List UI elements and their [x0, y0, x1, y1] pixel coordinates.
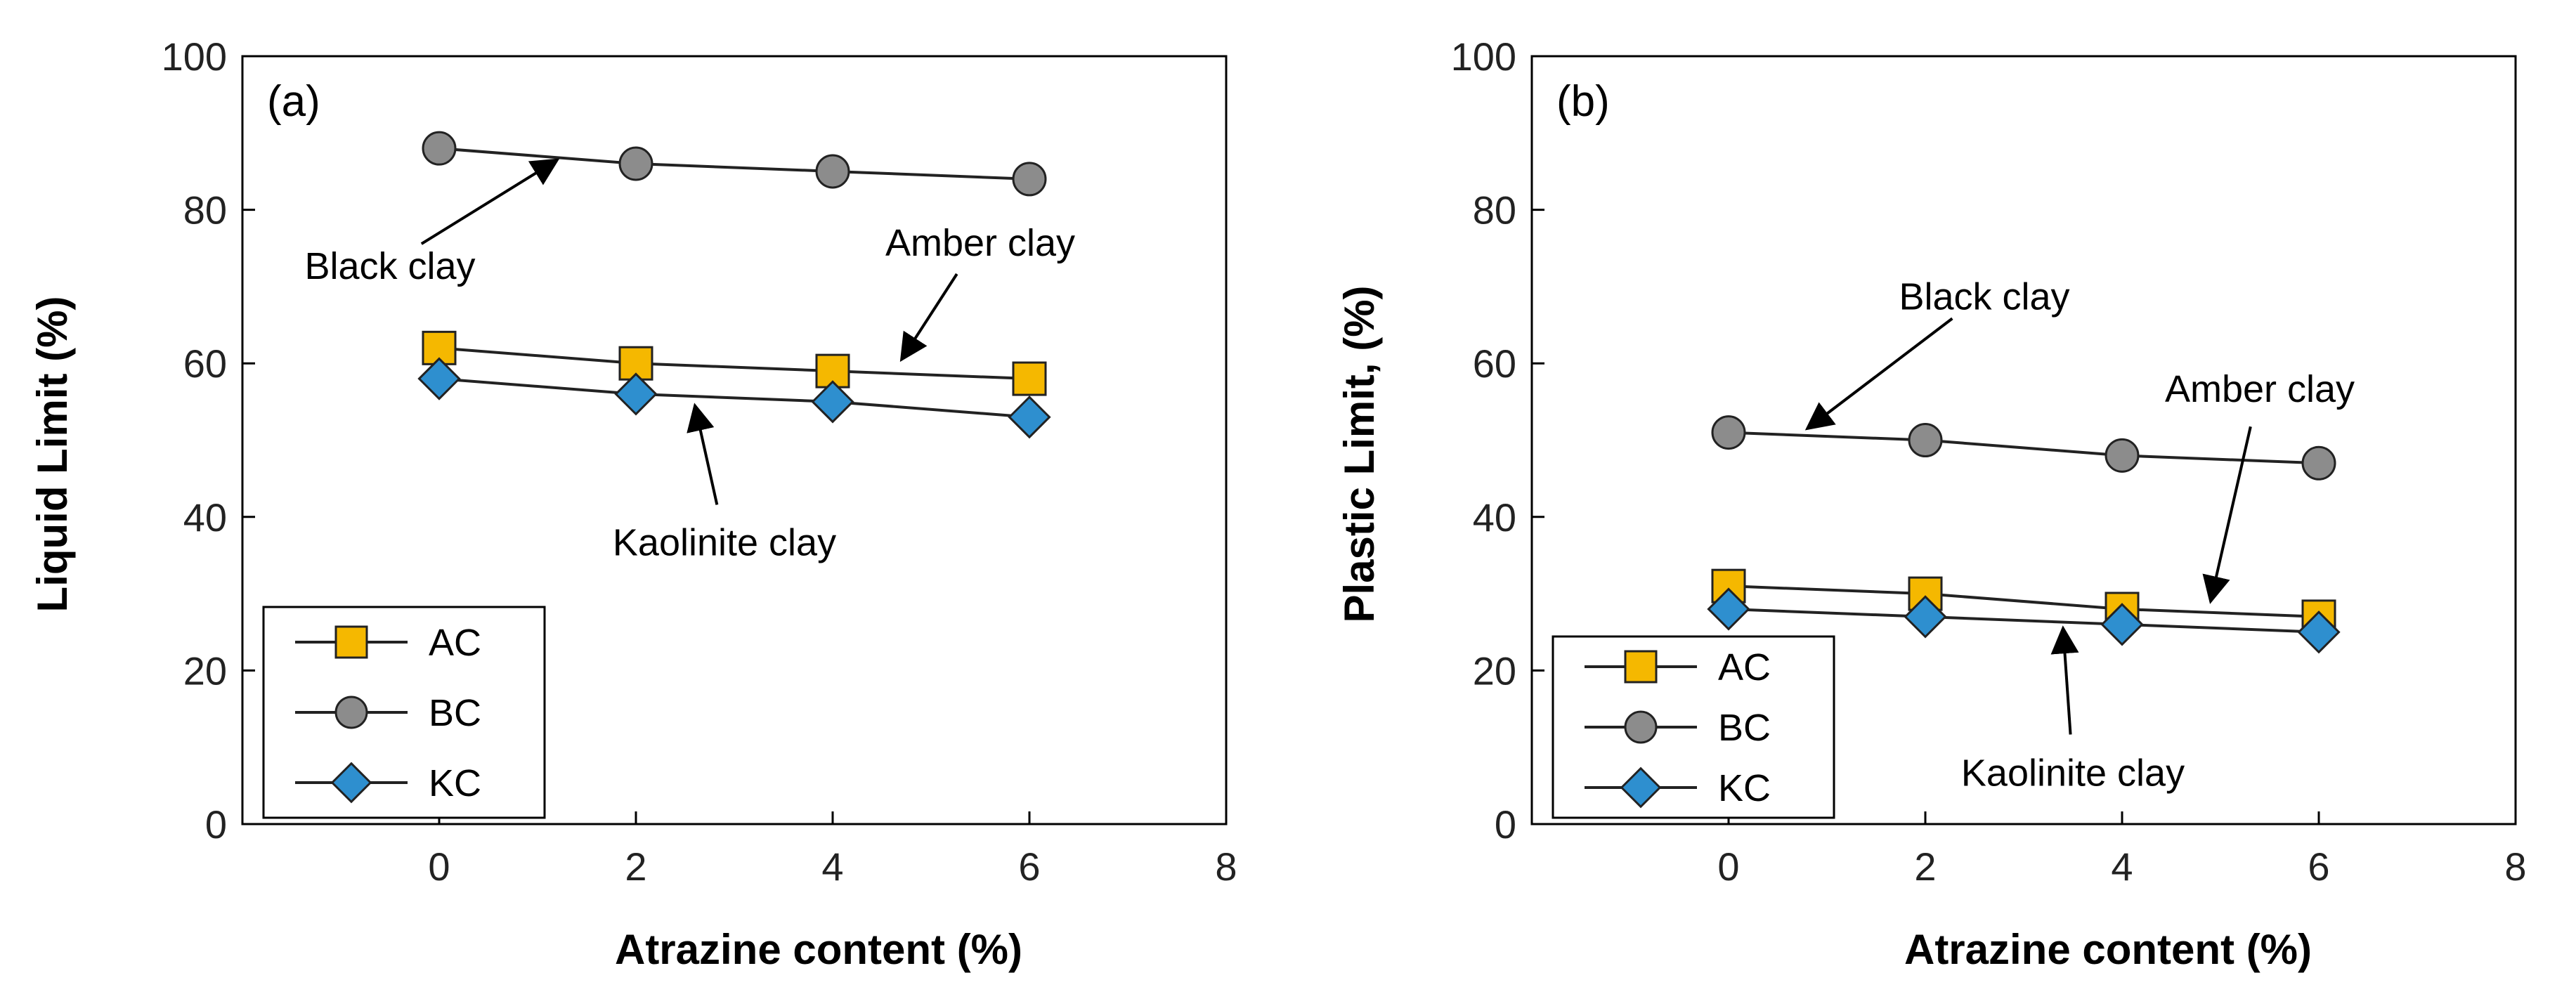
panel-b-series-bc-line — [1728, 431, 2320, 465]
panel-b-y-tick-label: 0 — [1495, 802, 1516, 847]
panel-b-legend-label: AC — [1718, 646, 1771, 688]
panel-b-y-tick-label: 80 — [1473, 188, 1516, 233]
panel-b-y-tick-label: 40 — [1473, 495, 1516, 540]
panel-b-ac-point — [1908, 576, 1943, 611]
panel-b-x-tick-label: 4 — [2111, 844, 2133, 889]
panel-b-annotation-label: Black clay — [1899, 276, 2069, 318]
panel-b-kc-point — [2297, 610, 2341, 654]
panel-a-legend-label: KC — [429, 762, 481, 804]
panel-b-series-kc-line — [1728, 607, 2320, 634]
panel-b-label: (b) — [1556, 77, 1610, 126]
panel-b-plot-frame — [1530, 55, 2517, 825]
panel-b-x-tick-label: 0 — [1717, 844, 1739, 889]
panel-a-ac-point — [1012, 361, 1047, 396]
panel-b-bc-point — [2105, 438, 2140, 473]
panel-a-x-tick-label: 4 — [821, 844, 843, 889]
panel-a-legend-label: BC — [429, 692, 481, 734]
panel-a-annotation-arrow — [687, 403, 719, 505]
panel-a-series-kc-line — [438, 377, 1030, 419]
panel-b-series-ac-line — [1728, 585, 2320, 618]
panel-b-chart: 0 20 40 60 80 100 0 2 4 6 8 Atrazine content (%) Pla… — [1336, 34, 2527, 973]
panel-b-annotation-label: Kaolinite clay — [1961, 752, 2185, 794]
panel-a-kc-point — [811, 380, 854, 424]
panel-a-legend-marker — [330, 762, 372, 804]
panel-a-plot-frame — [241, 55, 1228, 825]
panel-a-y-tick-label: 40 — [183, 495, 227, 540]
panel-a-annotation-arrow — [899, 273, 958, 363]
panel-a-bc-point — [422, 131, 457, 166]
panel-b-legend-marker — [1624, 650, 1658, 684]
panel-b-y-axis-title: Plastic Limit, (%) — [1336, 285, 1383, 622]
panel-a-annotation-label: Black clay — [304, 245, 475, 287]
panel-a-legend-marker — [334, 696, 368, 729]
panel-a-bc-point — [815, 154, 850, 189]
panel-b-x-axis-title: Atrazine content (%) — [1904, 926, 2312, 973]
panel-a-annotation-label: Amber clay — [885, 222, 1075, 264]
panel-a-chart: 0 20 40 60 80 100 0 2 4 6 8 Atrazine content (%) Liq… — [29, 34, 1237, 973]
panel-b-annotation-arrow — [1804, 317, 1953, 431]
panel-b-annotation-label: Amber clay — [2165, 368, 2355, 410]
panel-b-kc-point — [1707, 587, 1750, 631]
panel-a-series-bc-line — [438, 147, 1030, 181]
panel-a-y-tick-label: 80 — [183, 188, 227, 233]
panel-a-y-tick-label: 100 — [162, 34, 227, 79]
panel-a-kc-point — [614, 372, 658, 416]
panel-b-kc-point — [2100, 603, 2144, 646]
panel-a-legend-marker — [334, 625, 368, 659]
panel-b-kc-point — [1904, 595, 1947, 639]
panel-a-x-tick-label: 6 — [1018, 844, 1040, 889]
panel-a-y-tick-label: 60 — [183, 341, 227, 386]
panel-b-legend-label: KC — [1718, 767, 1771, 809]
panel-a-kc-point — [417, 357, 461, 400]
panel-b-legend-marker — [1624, 710, 1658, 744]
panel-a-y-tick-label: 20 — [183, 648, 227, 693]
panel-a-x-tick-label: 0 — [428, 844, 450, 889]
panel-a-bc-point — [618, 146, 653, 181]
panel-b-x-tick-label: 8 — [2504, 844, 2526, 889]
panel-b-y-tick-label: 100 — [1451, 34, 1516, 79]
panel-b-y-tick-label: 20 — [1473, 648, 1516, 693]
panel-b-bc-point — [1908, 423, 1943, 457]
panel-a-kc-point — [1008, 396, 1051, 439]
panel-b-bc-point — [1711, 415, 1746, 450]
panel-b-bc-point — [2301, 445, 2336, 481]
panel-b-annotation-arrow — [2050, 625, 2079, 735]
panel-b-legend-marker — [1620, 766, 1662, 809]
panel-a-x-tick-label: 2 — [625, 844, 646, 889]
panel-b-x-tick-label: 6 — [2308, 844, 2329, 889]
panel-b-x-tick-label: 2 — [1914, 844, 1936, 889]
panel-a-annotation-arrow — [420, 158, 560, 245]
panel-a-y-tick-label: 0 — [205, 802, 227, 847]
panel-b-annotation-arrow — [2202, 426, 2252, 604]
panel-a-legend-label: AC — [429, 622, 481, 664]
panel-a-x-axis-title: Atrazine content (%) — [615, 926, 1022, 973]
panel-a-label: (a) — [267, 77, 320, 126]
panel-a-series-ac-line — [438, 346, 1030, 381]
panel-a-x-tick-label: 8 — [1215, 844, 1237, 889]
panel-b-y-tick-label: 60 — [1473, 341, 1516, 386]
panel-a-annotation-label: Kaolinite clay — [613, 521, 836, 563]
panel-a-y-axis-title: Liquid Limit (%) — [29, 296, 76, 613]
panel-a-ac-point — [618, 346, 653, 381]
panel-a-bc-point — [1012, 162, 1047, 197]
panel-b-legend-label: BC — [1718, 707, 1771, 749]
